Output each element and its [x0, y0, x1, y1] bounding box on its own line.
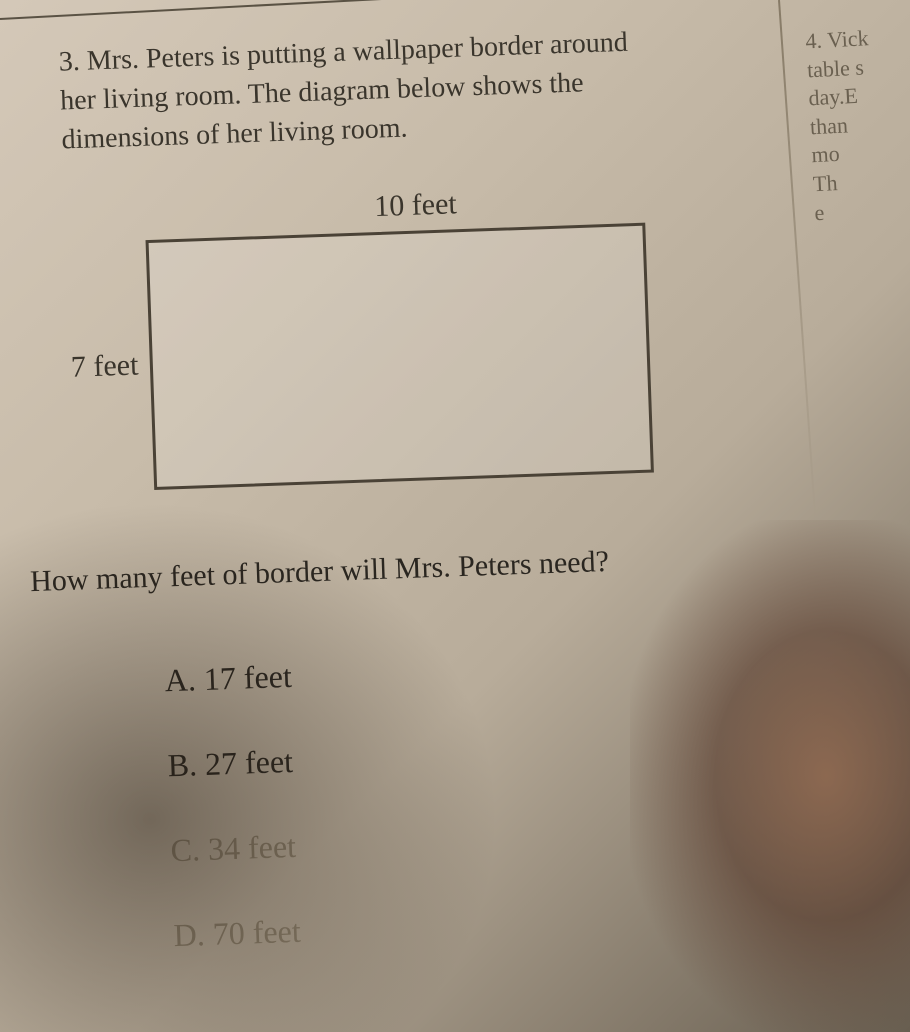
option-c[interactable]: C. 34 feet — [170, 828, 298, 869]
question-text: 3. Mrs. Peters is putting a wallpaper bo… — [58, 17, 782, 160]
option-a[interactable]: A. 17 feet — [164, 658, 292, 699]
adjacent-question-fragment: 4. Vick table s day.E than mo Th e — [805, 23, 905, 228]
diagram-row: 7 feet — [67, 221, 695, 492]
room-rectangle — [146, 223, 654, 490]
question-number: 3. — [58, 46, 80, 78]
height-label: 7 feet — [70, 348, 139, 384]
sub-question: How many feet of border will Mrs. Peters… — [30, 545, 610, 599]
finger-overlay — [630, 520, 910, 1032]
divider-line — [0, 0, 779, 20]
answer-options: A. 17 feet B. 27 feet C. 34 feet D. 70 f… — [164, 658, 303, 1002]
fragment-line: e — [814, 194, 905, 227]
option-b[interactable]: B. 27 feet — [167, 743, 295, 784]
worksheet-page: 3. Mrs. Peters is putting a wallpaper bo… — [0, 0, 910, 1032]
option-d[interactable]: D. 70 feet — [173, 913, 301, 954]
rectangle-diagram: 10 feet 7 feet — [65, 179, 695, 492]
